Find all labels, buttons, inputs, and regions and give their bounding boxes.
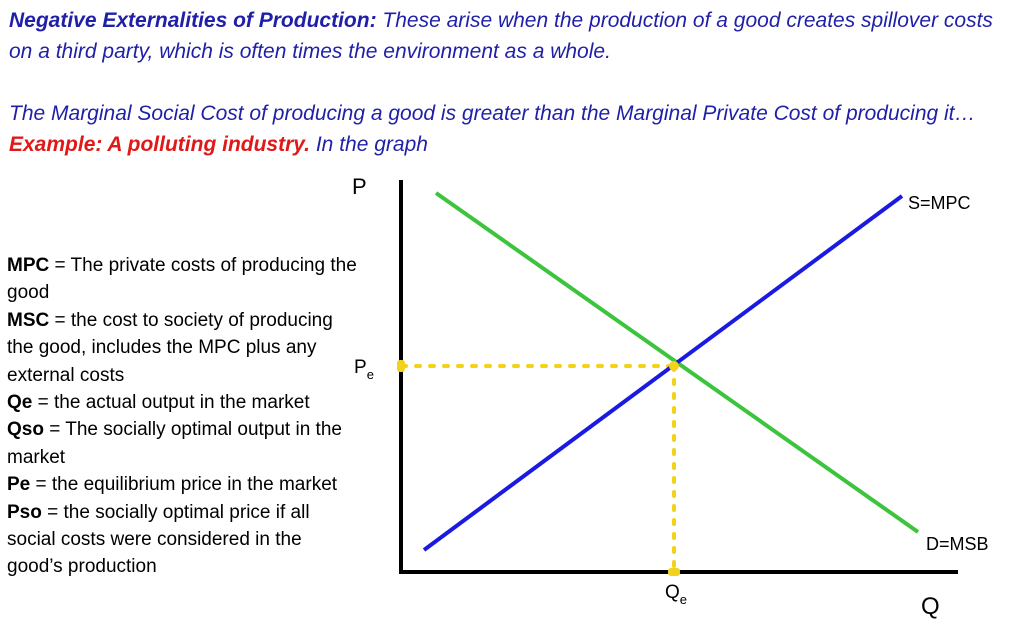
definition-term: Pso xyxy=(7,501,42,523)
x-axis-label: Q xyxy=(921,593,940,620)
definition-text: = the socially optimal price if all soci… xyxy=(7,501,310,578)
definitions-list: MPC = The private costs of producing the… xyxy=(7,252,357,581)
quantity-marker xyxy=(668,568,680,576)
definition-term: MSC xyxy=(7,309,50,331)
equilibrium-point xyxy=(669,361,679,371)
quantity-label-sub: e xyxy=(680,592,687,607)
supply-label: S=MPC xyxy=(908,193,971,213)
definition-text: = the equilibrium price in the market xyxy=(30,474,338,496)
price-equilibrium-label: Pe xyxy=(354,357,374,382)
definition-pe: Pe = the equilibrium price in the market xyxy=(7,471,357,498)
price-marker xyxy=(397,360,405,372)
definition-text: = The private costs of producing the goo… xyxy=(7,255,357,304)
definition-term: Qe xyxy=(7,392,33,414)
intro-example: Example: A polluting industry. xyxy=(9,133,311,156)
definition-text: = the cost to society of producing the g… xyxy=(7,309,333,386)
intro-msc-text: The Marginal Social Cost of producing a … xyxy=(9,102,976,125)
intro-tail: In the graph xyxy=(310,133,428,156)
intro-text: Negative Externalities of Production: Th… xyxy=(9,5,1014,160)
definition-term: MPC xyxy=(7,255,50,276)
supply-curve xyxy=(422,194,904,552)
definition-msc: MSC = the cost to society of producing t… xyxy=(7,307,357,389)
quantity-equilibrium-label: Qe xyxy=(665,582,687,607)
definition-qso: Qso = The socially optimal output in the… xyxy=(7,416,357,471)
intro-paragraph-2: The Marginal Social Cost of producing a … xyxy=(9,98,1014,160)
definition-qe: Qe = the actual output in the market xyxy=(7,389,357,416)
y-axis-label: P xyxy=(352,174,367,199)
quantity-label-main: Q xyxy=(665,582,680,603)
price-label-sub: e xyxy=(367,367,374,382)
definition-text: = The socially optimal output in the mar… xyxy=(7,419,342,468)
definition-mpc: MPC = The private costs of producing the… xyxy=(7,252,357,307)
definition-pso: Pso = the socially optimal price if all … xyxy=(7,499,357,581)
definition-term: Qso xyxy=(7,419,44,441)
definition-term: Pe xyxy=(7,474,31,496)
intro-body: These arise when the production of a goo… xyxy=(9,9,993,63)
demand-label: D=MSB xyxy=(926,534,989,554)
intro-title: Negative Externalities of Production: xyxy=(9,9,377,32)
definition-text: = the actual output in the market xyxy=(32,392,310,414)
price-label-main: P xyxy=(354,357,367,378)
intro-paragraph-1: Negative Externalities of Production: Th… xyxy=(9,5,1014,67)
